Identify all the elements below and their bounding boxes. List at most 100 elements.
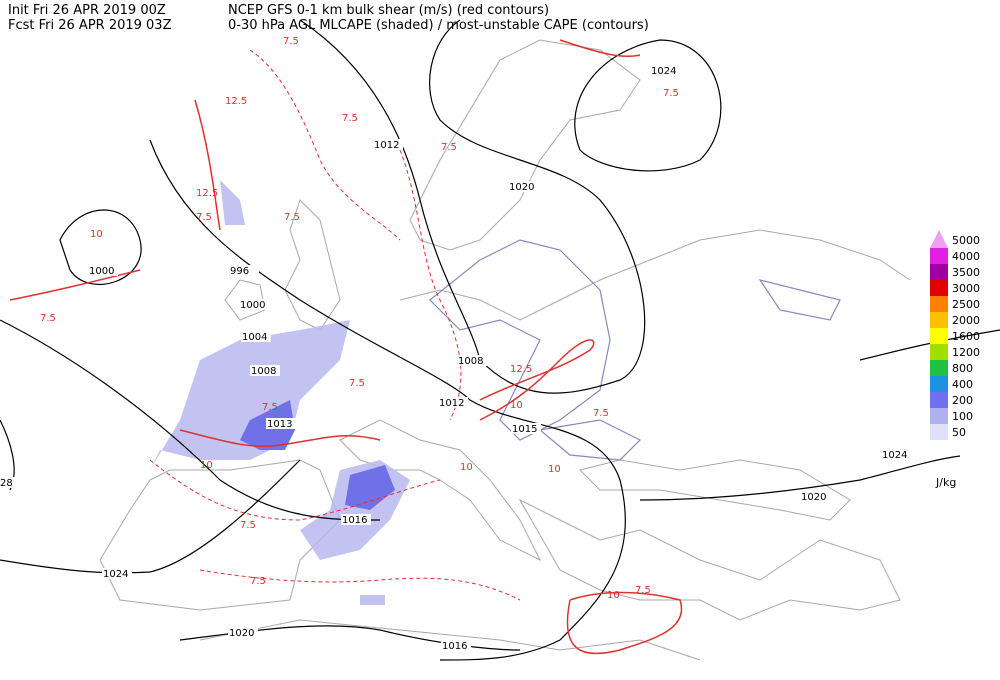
isobar: [149, 139, 626, 661]
isobar-label: 1000: [240, 300, 265, 311]
coastline: [518, 498, 901, 621]
coastline: [284, 199, 341, 331]
label-background: [800, 491, 830, 502]
label-background: [229, 265, 259, 276]
shear-label: 7.5: [283, 36, 299, 47]
legend-label: 1200: [952, 346, 980, 359]
legend-swatch: [930, 248, 948, 264]
shear-label: 7.5: [262, 402, 278, 413]
isobar-label: 1004: [242, 332, 267, 343]
cape-area: [360, 595, 385, 605]
label-background: [88, 265, 118, 276]
legend-unit: J/kg: [935, 476, 956, 489]
cape-shading: [150, 180, 410, 605]
label-background: [228, 627, 258, 638]
shear-label: 7.5: [593, 408, 609, 419]
contour-labels: 1012 1020 1024 1000 996 1000 1004 1008 1008 1012 1…: [0, 36, 911, 652]
isobar: [0, 319, 381, 521]
shear-contour: [9, 269, 141, 301]
cape-area: [150, 320, 350, 470]
legend-label: 3500: [952, 266, 980, 279]
isobar-label: 1020: [509, 182, 534, 193]
shear-contour: [559, 39, 641, 58]
isobar: [299, 19, 646, 394]
shear-contour: [479, 339, 595, 421]
isobar-label: 1008: [251, 366, 276, 377]
label-background: [881, 449, 911, 460]
shear-label: 7.5: [349, 378, 365, 389]
isobar-label: 1020: [229, 628, 254, 639]
init-time: Init Fri 26 APR 2019 00Z: [8, 3, 166, 18]
legend-label: 3000: [952, 282, 980, 295]
shear-contour: [194, 99, 221, 231]
shear-label: 10: [607, 590, 620, 601]
label-background: [508, 181, 538, 192]
legend-label: 4000: [952, 250, 980, 263]
label-background: [511, 423, 541, 434]
shear-label: 12.5: [196, 188, 218, 199]
cape-area: [345, 465, 395, 510]
coastline: [409, 39, 641, 251]
legend-label: 1600: [952, 330, 980, 343]
shear-label: 7.5: [40, 313, 56, 324]
label-background: [441, 640, 471, 651]
label-background: [241, 331, 271, 342]
isobar: [59, 209, 142, 286]
coastline: [99, 459, 341, 611]
legend-label: 100: [952, 410, 973, 423]
shear-contour: [179, 429, 381, 448]
isobar-label: 1015: [512, 424, 537, 435]
legend-swatch: [930, 392, 948, 408]
shear-label: 10: [90, 229, 103, 240]
isobar-label: 1024: [103, 569, 128, 580]
isobar: [639, 455, 961, 501]
legend-swatch: [930, 296, 948, 312]
shear-label: 7.5: [240, 520, 256, 531]
shear-label: 10: [510, 400, 523, 411]
legend-label: 200: [952, 394, 973, 407]
forecast-time: Fcst Fri 26 APR 2019 03Z: [8, 18, 172, 33]
isobar-label: 1024: [651, 66, 676, 77]
legend-swatch: [930, 230, 948, 248]
isobars: [0, 19, 1000, 661]
shear-contour: [566, 591, 683, 655]
legend-swatch: [930, 280, 948, 296]
header: Init Fri 26 APR 2019 00Z Fcst Fri 26 APR…: [8, 3, 649, 33]
legend-swatch: [930, 312, 948, 328]
shear-label: 12.5: [225, 96, 247, 107]
legend-label: 50: [952, 426, 966, 439]
label-background: [438, 397, 468, 408]
legend: 5000 4000 3500 3000 2500 2000 1600 1200 800 400 20…: [930, 230, 980, 489]
label-background: [102, 568, 132, 579]
shear-contours: [9, 39, 683, 655]
shear-label: 7.5: [663, 88, 679, 99]
mucape-contour: [429, 239, 611, 441]
isobar-label: 1016: [442, 641, 467, 652]
legend-swatch: [930, 376, 948, 392]
isobar: [0, 459, 301, 574]
isobar-label: 1013: [267, 419, 292, 430]
legend-swatch: [930, 408, 948, 424]
isobar-label: 1012: [439, 398, 464, 409]
shear-label: 10: [548, 464, 561, 475]
isobar-label: 1008: [458, 356, 483, 367]
isobar-label: 1000: [89, 266, 114, 277]
shear-label: 7.5: [196, 212, 212, 223]
label-background: [0, 477, 29, 488]
label-background: [266, 418, 296, 429]
cape-area: [220, 180, 245, 225]
shear-contour: [199, 569, 521, 601]
title-line: NCEP GFS 0-1 km bulk shear (m/s) (red co…: [228, 3, 549, 18]
legend-label: 2500: [952, 298, 980, 311]
isobar-label: 1012: [374, 140, 399, 151]
isobar-label: 996: [230, 266, 249, 277]
isobar: [859, 329, 1000, 361]
mucape-contour: [758, 279, 841, 321]
isobar: [574, 39, 722, 172]
legend-label: 400: [952, 378, 973, 391]
coastline: [579, 459, 851, 521]
coastline: [399, 229, 911, 321]
shear-label: 7.5: [250, 576, 266, 587]
coastlines: [99, 39, 911, 661]
mucape-contours: [429, 239, 841, 461]
